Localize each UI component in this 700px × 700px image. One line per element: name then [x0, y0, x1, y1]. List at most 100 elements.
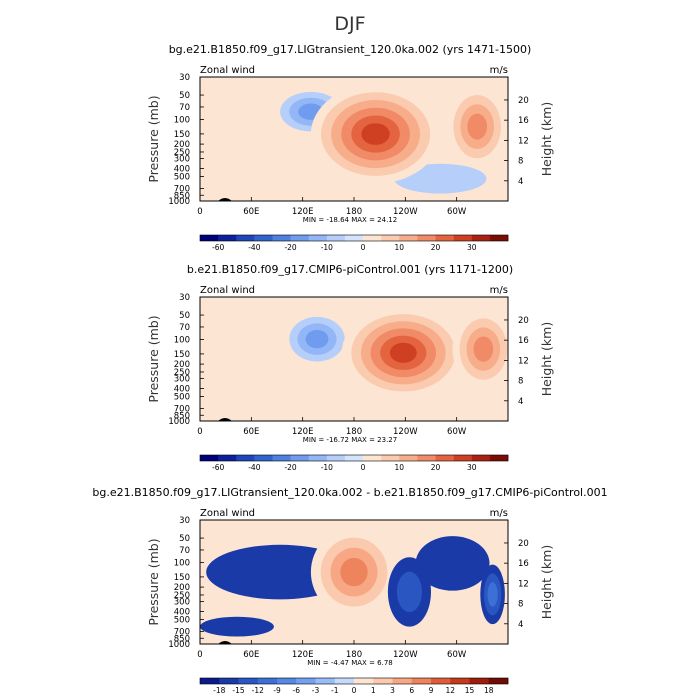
y-tick-label: 200 [174, 140, 190, 150]
colorbar-label: 1 [371, 686, 376, 695]
x-tick-label: 0 [197, 207, 202, 217]
colorbar-swatch [218, 455, 237, 461]
colorbar-label: -40 [248, 243, 260, 252]
y-tick-label: 400 [174, 165, 190, 175]
contour-shape [415, 536, 490, 591]
y-tick-label: 700 [174, 184, 190, 194]
colorbar-swatch [453, 235, 473, 241]
y2-tick-label: 20 [518, 539, 529, 549]
y2-tick-label: 16 [518, 116, 529, 126]
colorbar-label: 6 [409, 686, 414, 695]
y2-tick-label: 12 [518, 136, 529, 146]
y-tick-label: 70 [179, 103, 190, 113]
y-tick-label: 700 [174, 404, 190, 414]
colorbar-swatch [254, 235, 273, 241]
colorbar-swatch [277, 678, 297, 684]
panel-3: bg.e21.B1850.f09_g17.LIGtransient_120.0k… [92, 486, 607, 695]
colorbar-label: 10 [395, 463, 405, 472]
colorbar-swatch [326, 455, 346, 461]
y-tick-label: 200 [174, 583, 190, 593]
colorbar-swatch [471, 455, 491, 461]
y2-tick-label: 8 [518, 157, 523, 167]
colorbar-swatch [489, 455, 509, 461]
colorbar-swatch [290, 455, 310, 461]
colorbar-swatch [453, 455, 473, 461]
colorbar-label: -40 [248, 463, 260, 472]
contour-field [200, 77, 508, 201]
contour-shape [340, 557, 368, 587]
colorbar-swatch [334, 678, 355, 684]
y2-tick-label: 8 [518, 377, 523, 387]
contour-shape [305, 329, 329, 349]
y-tick-label: 200 [174, 360, 190, 370]
colorbar-swatch [381, 455, 400, 461]
contour-field [200, 520, 508, 644]
y-tick-label: 300 [174, 154, 190, 164]
contour-shape [361, 123, 390, 145]
colorbar-swatch [488, 678, 509, 684]
units-label: m/s [490, 508, 508, 519]
colorbar-label: 18 [484, 686, 494, 695]
colorbar-swatch [392, 678, 413, 684]
y-tick-label: 500 [174, 615, 190, 625]
colorbar-label: 0 [361, 243, 366, 252]
stats-label: MIN = -4.47 MAX = 6.78 [307, 659, 393, 667]
page-title: DJF [334, 13, 365, 35]
colorbar-swatch [238, 678, 259, 684]
y-tick-label: 1000 [168, 417, 190, 427]
x-tick-label: 0 [197, 427, 202, 437]
colorbar-swatch [399, 455, 418, 461]
colorbar-label: -12 [252, 686, 264, 695]
contour-shape [467, 113, 488, 140]
contour-shape [209, 328, 265, 378]
y2-axis-title: Height (km) [539, 102, 554, 176]
colorbar-swatch [344, 235, 364, 241]
colorbar-swatch [363, 455, 382, 461]
y2-tick-label: 4 [518, 397, 523, 407]
colorbar-swatch [489, 235, 509, 241]
y-tick-label: 30 [179, 293, 190, 303]
panels: bg.e21.B1850.f09_g17.LIGtransient_120.0k… [92, 43, 607, 695]
contour-shape [206, 86, 244, 162]
panel-title: b.e21.B1850.f09_g17.CMIP6-piControl.001 … [187, 263, 513, 276]
colorbar-swatch [315, 678, 336, 684]
x-tick-label: 120W [393, 427, 418, 437]
x-tick-label: 180 [346, 207, 362, 217]
colorbar-swatch [344, 455, 364, 461]
colorbar-label: 10 [395, 243, 405, 252]
colorbar-label: -10 [321, 463, 333, 472]
x-tick-label: 60W [447, 650, 467, 660]
x-tick-label: 120E [292, 427, 314, 437]
colorbar-label: 20 [431, 463, 441, 472]
contour-field [200, 297, 508, 421]
colorbar-swatch [296, 678, 316, 684]
colorbar-swatch [236, 235, 255, 241]
colorbar-swatch [326, 235, 346, 241]
x-tick-label: 0 [197, 650, 202, 660]
colorbar-label: -6 [293, 686, 301, 695]
colorbar-swatch [236, 455, 255, 461]
x-tick-label: 180 [346, 427, 362, 437]
colorbar-swatch [308, 455, 328, 461]
y-tick-label: 30 [179, 73, 190, 83]
colorbar-label: -3 [312, 686, 320, 695]
y2-tick-label: 4 [518, 620, 523, 630]
x-tick-label: 180 [346, 650, 362, 660]
y-tick-label: 70 [179, 323, 190, 333]
y-tick-label: 250 [174, 368, 190, 378]
colorbar-label: -60 [212, 463, 224, 472]
x-tick-label: 60E [243, 650, 259, 660]
colorbar-swatch [373, 678, 393, 684]
colorbar-label: 0 [352, 686, 357, 695]
panel-title: bg.e21.B1850.f09_g17.LIGtransient_120.0k… [92, 486, 607, 499]
y2-tick-label: 4 [518, 177, 523, 187]
y-tick-label: 500 [174, 172, 190, 182]
panel-2: b.e21.B1850.f09_g17.CMIP6-piControl.001 … [146, 263, 554, 472]
y-axis-title: Pressure (mb) [146, 538, 161, 625]
colorbar-swatch [200, 455, 219, 461]
colorbar-label: 12 [445, 686, 455, 695]
colorbar-label: -20 [284, 463, 296, 472]
colorbar-swatch [200, 678, 220, 684]
stats-label: MIN = -16.72 MAX = 23.27 [303, 436, 397, 444]
